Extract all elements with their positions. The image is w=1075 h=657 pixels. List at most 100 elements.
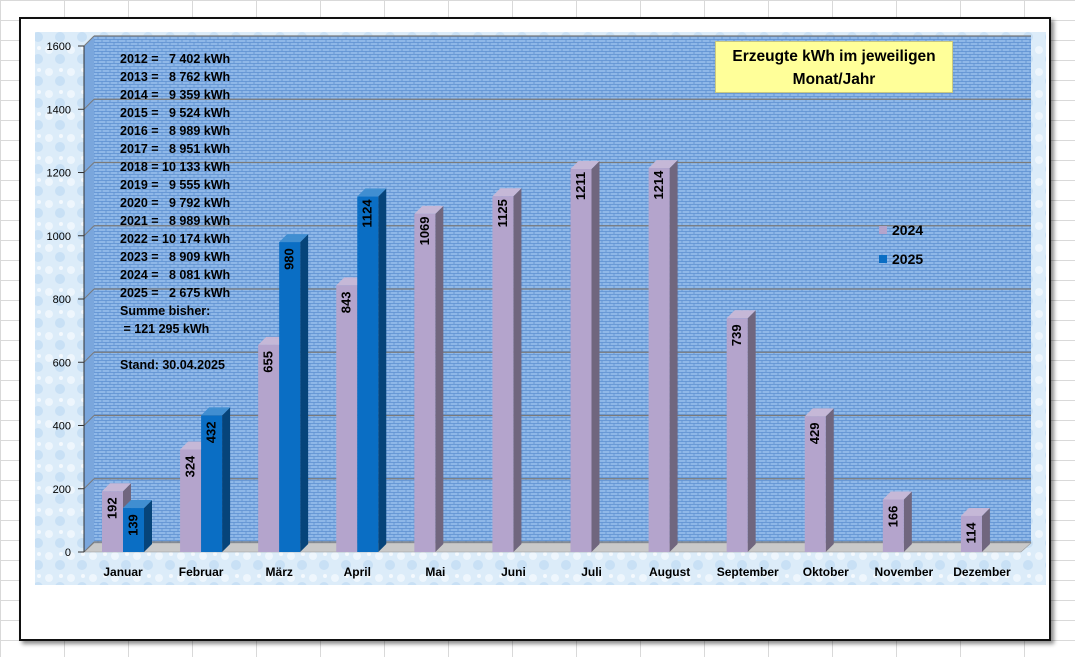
total-line-2014: 2014 = 9 359 kWh	[120, 88, 231, 102]
bar-top	[570, 161, 600, 170]
data-label-2024-Februar: 324	[183, 455, 198, 477]
total-line-2012: 2012 = 7 402 kWh	[120, 52, 231, 66]
bar-front	[201, 415, 223, 552]
bar-2025-Februar	[201, 407, 231, 552]
bar-front	[336, 285, 358, 552]
legend-swatch-2025	[879, 255, 887, 263]
bar-front	[102, 491, 123, 552]
data-label-2024-November: 166	[885, 506, 900, 528]
bar-front	[357, 196, 379, 552]
bar-front	[570, 169, 592, 553]
x-tick-label: Juni	[501, 565, 526, 579]
bar-side	[747, 310, 756, 552]
y-tick-label: 800	[53, 294, 71, 306]
data-label-2024-Juli: 1211	[573, 172, 588, 200]
gridline-depth-1400	[83, 98, 95, 110]
x-tick-label: November	[875, 565, 934, 579]
bar-front	[882, 499, 904, 552]
total-line-2025: 2025 = 2 675 kWh	[120, 286, 231, 300]
y-tick-label: 0	[65, 547, 71, 559]
gridline-depth-400	[83, 415, 95, 426]
x-tick-label: Dezember	[953, 565, 1011, 579]
bar-side	[903, 491, 912, 552]
total-line-2024: 2024 = 8 081 kWh	[120, 268, 231, 282]
bar-side	[435, 205, 444, 552]
bar-top	[102, 483, 131, 492]
x-tick-label: Mai	[425, 565, 445, 579]
bar-side	[300, 234, 309, 552]
data-label-2024-September: 739	[729, 324, 744, 346]
bar-front	[180, 449, 202, 552]
bar-2024-Dezember	[960, 507, 990, 552]
data-label-2024-April: 843	[339, 292, 354, 314]
total-line-2020: 2020 = 9 792 kWh	[120, 196, 231, 210]
gridline-depth-0	[83, 541, 95, 553]
y-tick-label: 600	[53, 357, 71, 369]
yearly-totals-annotation: 2012 = 7 402 kWh 2013 = 8 762 kWh 2014 =…	[120, 50, 280, 374]
total-line-2018: 2018 = 10 133 kWh	[120, 160, 231, 174]
legend-swatch-2024	[879, 226, 887, 234]
bar-2025-März	[279, 234, 309, 552]
y-tick-label: 1000	[47, 231, 71, 243]
bar-top	[492, 188, 522, 197]
spacer-line	[120, 338, 280, 356]
bar-front	[804, 416, 826, 552]
chart-title: Erzeugte kWh im jeweiligen Monat/Jahr	[715, 41, 953, 93]
x-tick-label: März	[266, 565, 293, 579]
x-tick-label: September	[717, 565, 779, 579]
sum-label: Summe bisher:	[120, 304, 211, 318]
bar-front	[123, 508, 144, 552]
bar-front	[648, 168, 670, 552]
data-label-2024-März: 655	[261, 351, 276, 373]
y-tick-label: 200	[53, 484, 71, 496]
bar-2024-Mai	[414, 205, 444, 552]
bar-side	[513, 188, 522, 552]
bar-top	[648, 160, 678, 169]
bar-2024-September	[726, 310, 756, 552]
bar-top	[726, 310, 756, 319]
bar-top	[279, 234, 309, 243]
bar-top	[882, 491, 912, 500]
total-line-2013: 2013 = 8 762 kWh	[120, 70, 231, 84]
x-tick-label: Juli	[581, 565, 602, 579]
bar-side	[981, 507, 990, 552]
bar-side	[825, 408, 834, 552]
bar-top	[201, 407, 231, 416]
bar-front	[726, 318, 748, 552]
gridline-depth-600	[83, 351, 95, 363]
data-label-2024-Juni: 1125	[495, 199, 510, 227]
chart-title-line-2: Monat/Jahr	[792, 71, 876, 88]
bar-2024-Juli	[570, 161, 600, 553]
bar-side	[222, 407, 231, 552]
y-tick-label: 1200	[47, 168, 71, 180]
x-tick-label: Februar	[179, 565, 224, 579]
bar-front	[414, 213, 436, 552]
bar-top	[960, 507, 990, 516]
chart-title-line-1: Erzeugte kWh im jeweiligen	[732, 48, 936, 65]
y-tick-label: 1600	[47, 41, 71, 53]
bar-2024-November	[882, 491, 912, 552]
legend-label-2024: 2024	[892, 222, 923, 238]
bar-front	[960, 515, 982, 552]
data-label-2024-Januar: 192	[105, 497, 120, 519]
total-line-2021: 2021 = 8 989 kWh	[120, 214, 231, 228]
bar-top	[414, 205, 444, 214]
bar-2024-Juni	[492, 188, 522, 552]
data-label-2024-August: 1214	[651, 170, 666, 200]
bar-side	[144, 500, 152, 552]
x-tick-label: Oktober	[803, 565, 849, 579]
bar-2025-April	[357, 188, 387, 552]
bar-2024-August	[648, 160, 678, 552]
x-tick-label: April	[344, 565, 371, 579]
stand-date: Stand: 30.04.2025	[120, 358, 225, 372]
x-tick-label: Januar	[103, 565, 143, 579]
bar-side	[591, 161, 600, 553]
data-label-2025-Februar: 432	[204, 422, 219, 444]
bar-front	[258, 344, 280, 552]
gridline-depth-1600	[83, 35, 95, 47]
y-tick-label: 400	[53, 421, 71, 433]
data-label-2025-April: 1124	[360, 199, 375, 228]
bar-top	[357, 188, 387, 197]
bar-top	[123, 500, 152, 509]
